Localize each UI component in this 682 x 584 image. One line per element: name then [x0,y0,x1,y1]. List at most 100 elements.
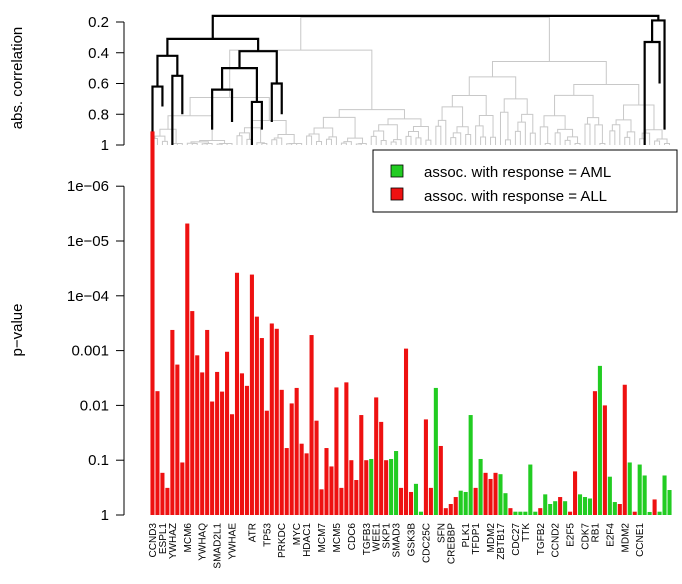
gene-label-mdm2: MDM2 [486,523,497,553]
dendrogram-link [521,113,534,134]
bar-gene-52 [403,348,409,515]
bar-gene-45 [369,458,374,515]
dendrogram-link [261,142,268,145]
bar-gene-2 [155,391,160,515]
gene-label-smad3: SMAD3 [392,523,403,558]
bar-gene-67 [478,458,483,515]
dendrogram-link [584,123,591,145]
dendrogram-link [654,140,661,145]
bar-zbtb17 [498,474,503,515]
bar-gene-43 [359,415,364,515]
dendrogram-link [201,143,208,145]
bar-gene-58 [433,387,438,515]
dendrogram-link [450,137,457,145]
bar-e2f5 [568,511,573,515]
bar-gene-23 [259,338,264,515]
bar-ywhaz [170,329,175,515]
dendrogram-y-ticks: 0.2 0.4 0.6 0.8 1 [88,14,124,154]
dendrogram-link [437,119,447,145]
bar-gene-95 [617,504,622,515]
bar-gene-87 [577,494,583,515]
dendrogram-link [435,125,442,145]
bar-gsk3b [408,491,414,515]
dendrogram-link [564,139,571,145]
dendrogram-link [478,114,494,138]
legend-label-all: assoc. with response = ALL [424,188,607,205]
gene-label-atr: ATR [247,523,258,542]
dendrogram-link [451,95,487,116]
dendrogram-link [514,130,521,145]
bar-gene-63 [458,490,463,515]
bar-gene-42 [354,480,359,515]
bar-mdm2 [622,384,627,515]
bar-gene-39 [339,487,344,515]
bar-ccnd3 [150,131,155,515]
gene-label-gsk3b: GSK3B [407,523,418,557]
dendrogram-link [167,115,213,141]
bar-gene-73 [508,508,513,515]
dendrogram-link [296,142,303,145]
bar-ccne1 [637,464,642,515]
bar-rb1 [592,391,597,515]
bar-gene-94 [612,502,617,515]
gene-label-zbtb17: ZBTB17 [496,523,507,560]
dendrogram-link [554,94,594,118]
bar-myc [294,387,299,515]
bar-gene-10 [195,355,200,515]
bar-gene-91 [597,365,602,515]
bar-hdac1 [304,453,309,515]
gene-label-ttk: TTK [521,523,532,542]
dendrogram-link [594,124,603,145]
bar-gene-37 [329,466,334,515]
gene-label-crebbp: CREBBP [446,523,457,564]
dendrogram-link [504,139,511,145]
dendrogram-highlight-link [171,74,184,145]
bar-smad3 [394,451,399,515]
gene-label-ywhaq: YWHAQ [198,523,209,561]
bar-gene-105 [667,490,672,515]
dendrogram-panel: 0.2 0.4 0.6 0.8 1 abs. correlation [9,14,671,154]
gene-label-ccnd2: CCND2 [551,523,562,558]
bar-gene-72 [503,493,508,515]
dendrogram-link [306,135,313,145]
gene-label-mcm7: MCM7 [317,523,328,553]
bar-sfn [438,445,443,515]
gene-label-cdk7: CDK7 [581,523,592,550]
gene-label-mcm5: MCM5 [332,523,343,553]
gene-label-hdac1: HDAC1 [302,523,313,557]
legend-swatch-aml [390,164,404,178]
dendrogram-y-tick-label: 0.8 [88,106,109,123]
bar-gene-7 [180,462,185,515]
bar-wee1 [374,397,379,515]
bar-gene-22 [254,316,259,515]
gene-label-e2f5: E2F5 [566,523,577,547]
dendrogram-link [544,142,551,145]
bar-gene-51 [399,487,404,515]
dendrogram-link [390,141,397,145]
gene-label-plk1: PLK1 [461,523,472,548]
bar-gene-13 [210,401,215,515]
dendrogram-link [186,142,196,145]
dendrogram-link [408,130,419,138]
bar-gene-102 [652,499,657,515]
bar-gene-89 [587,498,593,515]
dendrogram-link [539,126,549,145]
bar-gene-18 [234,272,240,515]
bar-gene-70 [493,472,498,515]
bars [150,131,672,515]
dendrogram-link [425,139,432,145]
dendrogram-link [378,124,398,140]
bar-gene-104 [662,475,667,515]
dendrogram-link [664,142,671,145]
gene-label-mcm6: MCM6 [183,523,194,553]
bar-ttk [523,511,528,515]
legend-label-aml: assoc. with response = AML [424,164,611,181]
dendrogram-link [347,137,364,144]
bar-gene-84 [563,501,568,515]
bar-gene-33 [309,335,314,515]
gene-label-ywhae: YWHAE [228,523,239,560]
gene-label-espl1: ESPL1 [158,523,169,555]
bar-gene-80 [543,494,548,515]
